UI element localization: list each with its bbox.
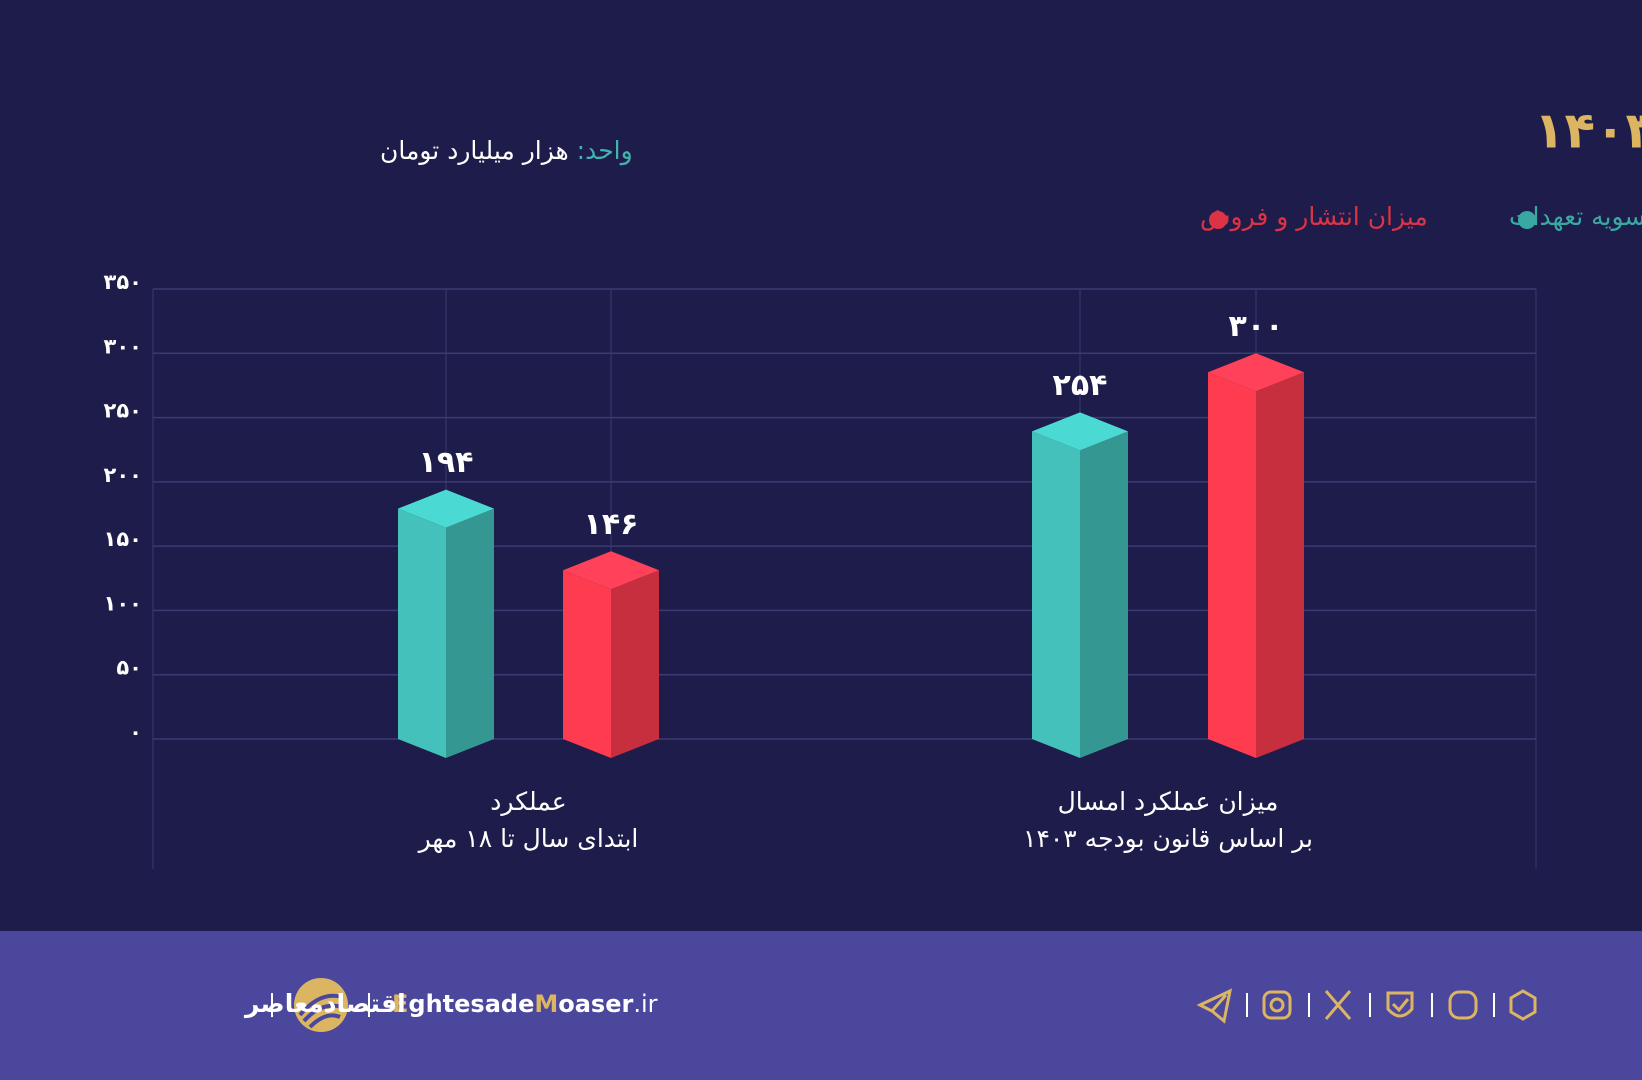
bar bbox=[1208, 353, 1304, 758]
bar-left-face bbox=[563, 570, 611, 758]
bar bbox=[1032, 412, 1128, 758]
legend-label: میزان انتشار و فروش bbox=[1200, 202, 1428, 232]
value-label: ۱۹۴ bbox=[419, 445, 474, 480]
chart-title: وضعیت اوراق بهادار اسلامی دولتی در سال ۱… bbox=[1534, 102, 1642, 161]
bar-left-face bbox=[1032, 431, 1080, 758]
bar-right-face bbox=[1256, 372, 1304, 758]
legend-marker bbox=[1209, 211, 1227, 229]
icon-separators bbox=[1246, 993, 1495, 1017]
legend-marker bbox=[1518, 211, 1536, 229]
icon-shield bbox=[1386, 991, 1414, 1018]
icon-telegram bbox=[1196, 988, 1233, 1024]
social-icons bbox=[1196, 988, 1537, 1024]
y-tick-label: ۳۰۰ bbox=[104, 334, 142, 358]
icon-instagram bbox=[1262, 990, 1292, 1020]
bar-right-face bbox=[611, 570, 659, 758]
site-part: ghtesade bbox=[408, 990, 534, 1018]
bar-right-face bbox=[1080, 431, 1128, 758]
legend-label: میزان تسویه تعهدات bbox=[1509, 202, 1642, 232]
value-label: ۱۴۶ bbox=[584, 507, 639, 542]
x-category-label: میزان عملکرد امسال بر اساس قانون بودجه ۱… bbox=[1023, 787, 1313, 853]
y-tick-label: ۳۵۰ bbox=[104, 270, 142, 294]
icon-x bbox=[1324, 990, 1352, 1020]
y-tick-label: ۲۰۰ bbox=[104, 463, 142, 487]
site-part: E bbox=[392, 990, 408, 1018]
bar-left-face bbox=[398, 508, 446, 758]
icon-instagram-lens bbox=[1269, 997, 1285, 1013]
site-part: M bbox=[534, 990, 558, 1018]
bar-top bbox=[1032, 412, 1128, 451]
unit-value: هزار میلیارد تومان bbox=[380, 136, 569, 165]
unit: واحد: هزار میلیارد تومان bbox=[380, 136, 633, 166]
bar bbox=[398, 489, 494, 758]
bar bbox=[563, 551, 659, 758]
icon-hex bbox=[1509, 989, 1537, 1021]
value-label: ۲۵۴ bbox=[1053, 368, 1108, 403]
y-tick-label: ۲۵۰ bbox=[104, 399, 142, 423]
site-part: .ir bbox=[633, 990, 657, 1018]
logo-mark bbox=[298, 993, 343, 1029]
bar-left-face bbox=[1208, 372, 1256, 758]
footer-graphics: EghtesadeMoaser.ir اقتصادمعاصر bbox=[243, 978, 1537, 1032]
bar-top bbox=[398, 489, 494, 528]
icon-eitaa bbox=[1448, 990, 1478, 1020]
y-tick-label: ۱۵۰ bbox=[104, 527, 142, 551]
y-tick-label: ۵۰ bbox=[116, 656, 142, 680]
footer: EghtesadeMoaser.ir اقتصادمعاصر bbox=[0, 931, 1642, 1080]
bar-top bbox=[1208, 353, 1304, 392]
site-part: oaser bbox=[558, 990, 633, 1018]
site: EghtesadeMoaser.ir bbox=[392, 990, 658, 1018]
chart: وضعیت اوراق بهادار اسلامی دولتی در سال ۱… bbox=[104, 102, 1642, 869]
unit-label: واحد: bbox=[577, 136, 633, 166]
y-tick-label: ۰ bbox=[129, 720, 142, 744]
value-label: ۳۰۰ bbox=[1229, 309, 1284, 344]
y-tick-label: ۱۰۰ bbox=[104, 591, 142, 615]
brand: اقتصادمعاصر bbox=[243, 989, 406, 1019]
x-category-label: عملکرد ابتدای سال تا ۱۸ مهر bbox=[418, 787, 639, 853]
bar-right-face bbox=[446, 508, 494, 758]
bar-top bbox=[563, 551, 659, 590]
